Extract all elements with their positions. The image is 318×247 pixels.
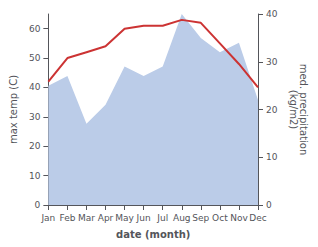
svg-text:30: 30 — [29, 112, 41, 122]
svg-text:max temp (C): max temp (C) — [8, 75, 19, 144]
svg-text:40: 40 — [29, 82, 41, 92]
svg-text:Apr: Apr — [98, 213, 114, 223]
svg-text:0: 0 — [266, 200, 272, 210]
svg-text:Aug: Aug — [173, 213, 191, 223]
svg-text:date (month): date (month) — [116, 229, 190, 240]
svg-text:0: 0 — [35, 200, 41, 210]
svg-text:Feb: Feb — [59, 213, 75, 223]
svg-text:Dec: Dec — [249, 213, 266, 223]
svg-text:50: 50 — [29, 53, 41, 63]
svg-text:Nov: Nov — [230, 213, 248, 223]
svg-text:Jan: Jan — [40, 213, 55, 223]
svg-text:Mar: Mar — [78, 213, 95, 223]
svg-text:60: 60 — [29, 24, 41, 34]
svg-text:40: 40 — [266, 9, 278, 19]
svg-text:10: 10 — [29, 171, 41, 181]
svg-text:20: 20 — [29, 141, 41, 151]
svg-text:May: May — [115, 213, 134, 223]
svg-text:30: 30 — [266, 57, 278, 67]
svg-text:(kg/m2): (kg/m2) — [288, 90, 299, 130]
svg-text:Sep: Sep — [192, 213, 209, 223]
svg-text:Jul: Jul — [156, 213, 168, 223]
svg-text:20: 20 — [266, 105, 278, 115]
svg-text:Jun: Jun — [136, 213, 151, 223]
svg-text:Oct: Oct — [212, 213, 228, 223]
svg-text:med. precipitation: med. precipitation — [297, 63, 309, 156]
svg-text:10: 10 — [266, 152, 278, 162]
